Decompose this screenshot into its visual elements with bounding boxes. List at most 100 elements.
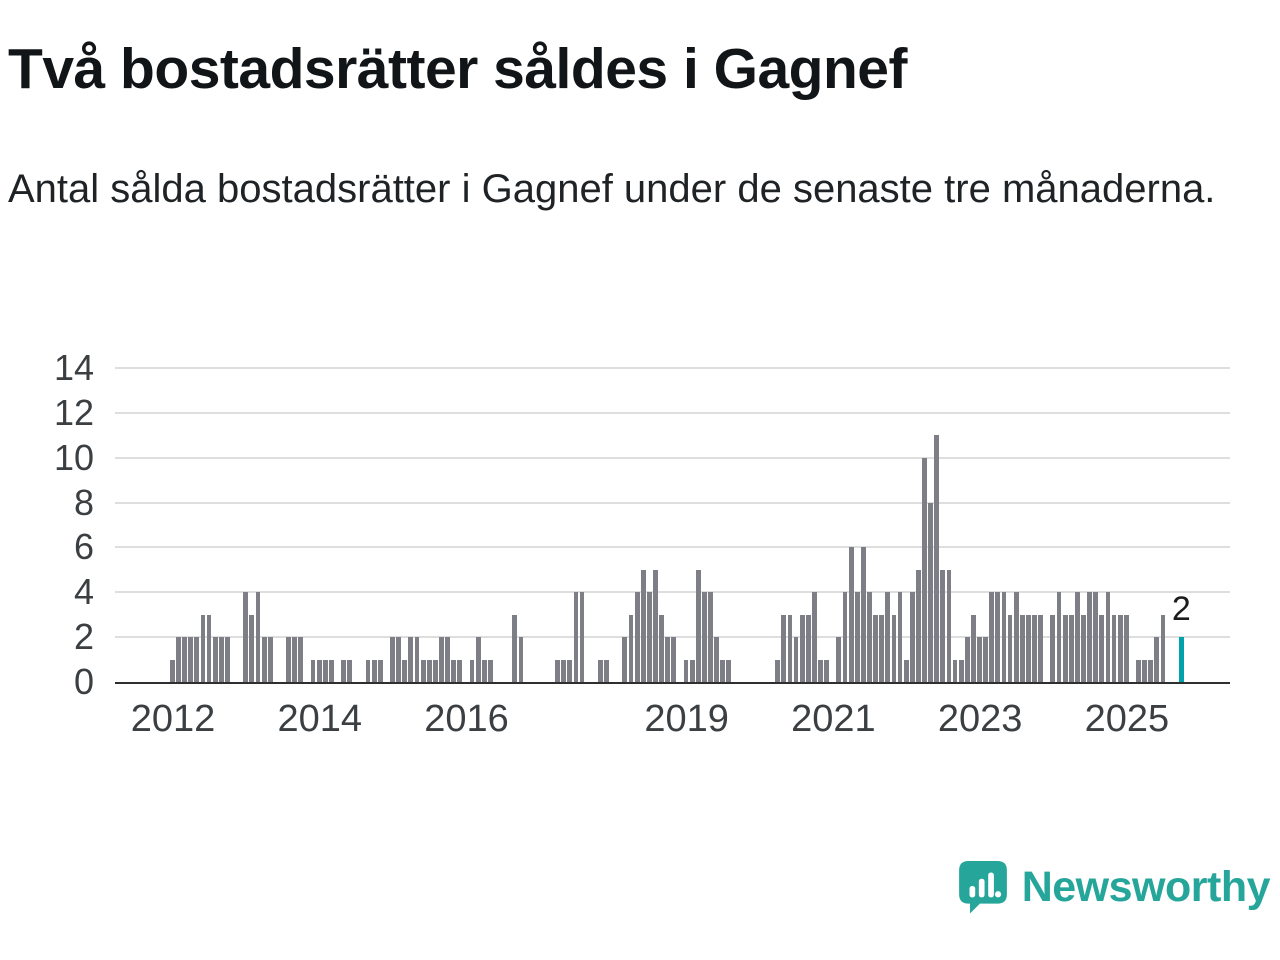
y-axis-label: 0 bbox=[73, 661, 94, 702]
bar bbox=[873, 614, 878, 682]
bar bbox=[249, 614, 255, 682]
bar bbox=[622, 637, 628, 682]
bar bbox=[518, 637, 524, 682]
bar bbox=[1142, 659, 1147, 682]
bar bbox=[182, 637, 188, 682]
bar bbox=[1160, 614, 1166, 682]
bar bbox=[812, 592, 817, 682]
bar bbox=[781, 614, 787, 682]
x-axis-label: 2021 bbox=[791, 698, 876, 740]
gridline bbox=[115, 411, 1230, 414]
logo-barchart-icon bbox=[969, 872, 1001, 898]
newsworthy-logo-text: Newsworthy bbox=[1021, 862, 1271, 911]
bar bbox=[891, 614, 897, 682]
bar bbox=[824, 659, 830, 682]
bar bbox=[420, 659, 426, 682]
bar-chart: 2 0 2 4 6 8 10 12 14 2012 2014 2016 2019 2021 2023 202… bbox=[0, 348, 1280, 752]
y-axis-label: 12 bbox=[53, 391, 94, 433]
bar bbox=[365, 659, 371, 682]
bar bbox=[1074, 592, 1080, 682]
y-axis-label: 8 bbox=[73, 481, 94, 523]
x-axis-label: 2012 bbox=[130, 698, 216, 740]
bar bbox=[1013, 592, 1019, 682]
y-axis-label: 14 bbox=[53, 347, 94, 388]
bar bbox=[1154, 637, 1160, 682]
bar bbox=[439, 637, 444, 682]
bar bbox=[903, 659, 909, 682]
bar bbox=[604, 659, 609, 682]
bar bbox=[1081, 614, 1086, 682]
bar bbox=[897, 592, 903, 682]
bar bbox=[292, 637, 298, 682]
bar bbox=[322, 659, 328, 682]
page-title: Två bostadsrätter såldes i Gagnef bbox=[8, 37, 907, 101]
bar bbox=[885, 592, 891, 682]
bar bbox=[212, 637, 218, 682]
bar bbox=[1038, 614, 1044, 682]
bar bbox=[573, 592, 579, 682]
bar bbox=[1062, 614, 1068, 682]
bar bbox=[347, 659, 353, 682]
bar bbox=[1056, 592, 1062, 682]
bar bbox=[481, 659, 487, 682]
bar bbox=[445, 637, 450, 682]
bar bbox=[1123, 614, 1129, 682]
bar bbox=[628, 614, 634, 682]
bar bbox=[414, 637, 420, 682]
bar bbox=[983, 637, 989, 682]
y-axis-label: 4 bbox=[73, 571, 94, 613]
bar bbox=[261, 637, 267, 682]
bar bbox=[799, 614, 805, 682]
bar bbox=[298, 637, 304, 682]
bar bbox=[598, 659, 603, 682]
x-axis-label: 2016 bbox=[424, 698, 509, 740]
bar bbox=[402, 659, 408, 682]
bar bbox=[989, 592, 995, 682]
bar bbox=[818, 659, 823, 682]
bar bbox=[371, 659, 377, 682]
bar bbox=[457, 659, 463, 682]
bar bbox=[952, 659, 958, 682]
bar bbox=[567, 659, 573, 682]
bar bbox=[970, 614, 976, 682]
bar bbox=[726, 659, 732, 682]
plot-area: 2 bbox=[115, 367, 1230, 684]
bar bbox=[1001, 592, 1007, 682]
bar bbox=[1068, 614, 1074, 682]
bar bbox=[426, 659, 432, 682]
bar bbox=[720, 659, 726, 682]
bar bbox=[475, 637, 481, 682]
bar bbox=[188, 637, 194, 682]
bar bbox=[689, 659, 695, 682]
bar bbox=[640, 569, 646, 682]
bar bbox=[341, 659, 347, 682]
bar bbox=[946, 569, 952, 682]
bar bbox=[555, 659, 561, 682]
bar bbox=[995, 592, 1001, 682]
chart-subtitle: Antal sålda bostadsrätter i Gagnef under… bbox=[8, 166, 1216, 211]
bar bbox=[909, 592, 915, 682]
bar bbox=[940, 569, 946, 682]
value-annotation: 2 bbox=[1171, 590, 1191, 629]
bar bbox=[671, 637, 677, 682]
bar bbox=[390, 637, 395, 682]
bar bbox=[958, 659, 964, 682]
bar bbox=[396, 637, 402, 682]
bar bbox=[683, 659, 689, 682]
bar bbox=[432, 659, 438, 682]
bar bbox=[922, 457, 927, 682]
gridline bbox=[115, 501, 1230, 504]
bar bbox=[1087, 592, 1092, 682]
bar bbox=[225, 637, 230, 682]
bar bbox=[860, 547, 866, 682]
bar bbox=[879, 614, 885, 682]
bar bbox=[1117, 614, 1123, 682]
bar bbox=[451, 659, 457, 682]
bar bbox=[310, 659, 316, 682]
bar bbox=[708, 592, 713, 682]
gridline bbox=[115, 456, 1230, 459]
bar bbox=[469, 659, 475, 682]
bar bbox=[200, 614, 206, 682]
bar bbox=[867, 592, 872, 682]
bar bbox=[194, 637, 200, 682]
